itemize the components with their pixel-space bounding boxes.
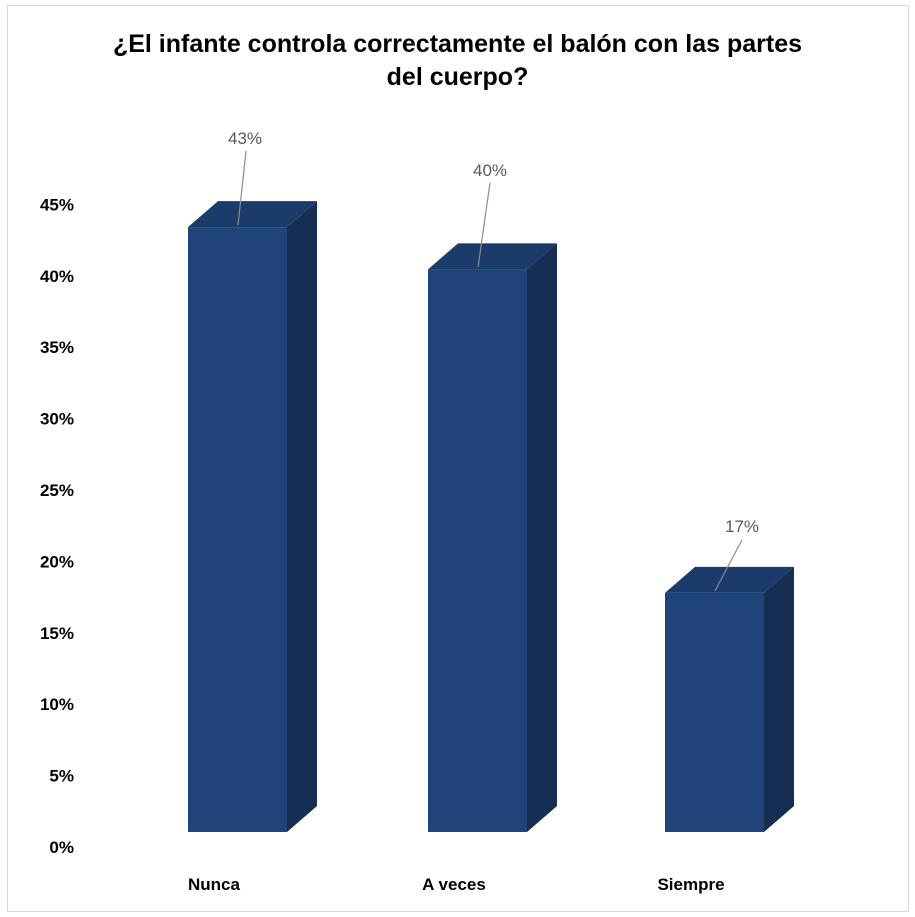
bars-group: [188, 201, 794, 833]
data-label-leader-line: [714, 539, 743, 592]
y-tick-label: 5%: [49, 767, 74, 786]
data-label-leader-line: [237, 150, 247, 226]
bar-nunca: [188, 201, 317, 833]
data-label: 40%: [473, 161, 507, 180]
data-labels-group: 43% 40% 17%: [228, 129, 759, 592]
bar-a-veces: [428, 243, 557, 833]
bar-top-face: [428, 243, 557, 270]
data-label: 43%: [228, 129, 262, 148]
bar-side-face: [527, 243, 557, 833]
data-label: 17%: [725, 517, 759, 536]
bar-side-face: [287, 201, 317, 833]
bar-side-face: [764, 566, 794, 832]
y-tick-label: 30%: [40, 410, 74, 429]
y-tick-label: 20%: [40, 552, 74, 571]
bar-front-face: [428, 269, 527, 832]
category-labels-group: Nunca A veces Siempre: [188, 875, 725, 894]
y-tick-label: 45%: [40, 195, 74, 214]
data-label-leader-line: [477, 182, 491, 268]
bar-top-face: [188, 201, 317, 228]
category-label: Siempre: [657, 875, 724, 894]
bar-siempre: [665, 566, 794, 832]
bar-front-face: [188, 227, 287, 833]
bar-front-face: [665, 592, 764, 832]
y-axis-ticks: 0% 5% 10% 15% 20% 25% 30% 35% 40% 45%: [40, 195, 74, 857]
y-tick-label: 40%: [40, 267, 74, 286]
chart-title: ¿El infante controla correctamente el ba…: [112, 30, 803, 91]
category-label: Nunca: [188, 875, 241, 894]
y-tick-label: 10%: [40, 695, 74, 714]
y-tick-label: 35%: [40, 338, 74, 357]
bar-top-face: [665, 566, 794, 593]
y-tick-label: 0%: [49, 838, 74, 857]
category-label: A veces: [422, 875, 486, 894]
y-tick-label: 25%: [40, 481, 74, 500]
y-tick-label: 15%: [40, 624, 74, 643]
